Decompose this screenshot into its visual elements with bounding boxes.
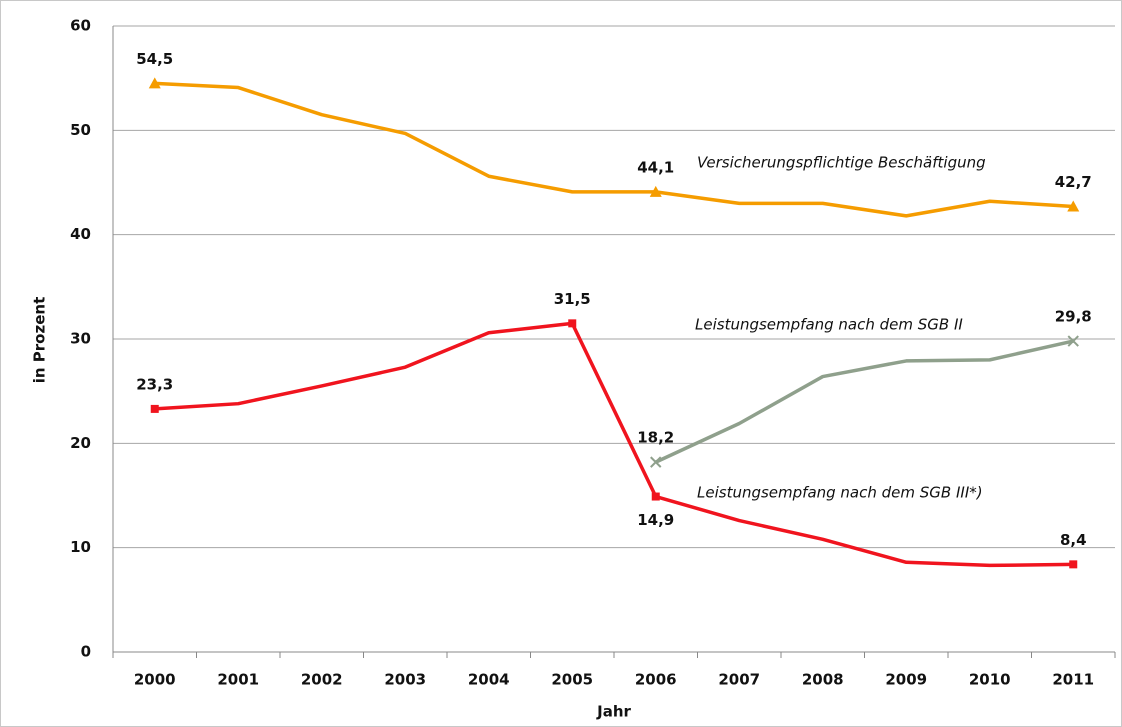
- marker: [1067, 200, 1080, 212]
- y-tick-label: 50: [70, 121, 91, 139]
- x-tick-label: 2005: [551, 671, 593, 689]
- x-tick-label: 2001: [217, 671, 259, 689]
- data-label: 31,5: [554, 290, 591, 308]
- data-label: 8,4: [1060, 531, 1087, 549]
- marker: [651, 492, 660, 501]
- data-label: 29,8: [1055, 308, 1092, 326]
- y-tick-label: 60: [70, 17, 91, 35]
- marker: [1069, 560, 1078, 569]
- x-tick-label: 2011: [1052, 671, 1094, 689]
- series-label: Leistungsempfang nach dem SGB III*): [697, 484, 983, 502]
- marker: [649, 185, 662, 197]
- y-tick-label: 10: [70, 538, 91, 556]
- y-axis-title: in Prozent: [31, 297, 49, 384]
- x-tick-label: 2003: [384, 671, 426, 689]
- marker: [1067, 335, 1079, 347]
- y-tick-label: 30: [70, 330, 91, 348]
- x-axis-title: Jahr: [596, 703, 631, 721]
- x-tick-label: 2006: [635, 671, 677, 689]
- marker: [148, 77, 161, 89]
- data-label: 23,3: [136, 375, 173, 393]
- y-tick-label: 20: [70, 434, 91, 452]
- marker: [650, 456, 662, 468]
- series-label: Versicherungspflichtige Beschäftigung: [697, 154, 986, 172]
- marker: [568, 319, 577, 328]
- data-label: 54,5: [136, 50, 173, 68]
- series-label: Leistungsempfang nach dem SGB II: [695, 316, 963, 334]
- x-tick-label: 2010: [969, 671, 1011, 689]
- marker: [150, 404, 159, 413]
- y-tick-label: 40: [70, 225, 91, 243]
- x-tick-label: 2004: [468, 671, 510, 689]
- series-line: [655, 339, 1074, 464]
- x-tick-label: 2008: [802, 671, 844, 689]
- x-tick-label: 2009: [885, 671, 927, 689]
- data-label: 18,2: [637, 429, 674, 447]
- series-line: [154, 321, 1074, 568]
- data-label: 42,7: [1055, 173, 1092, 191]
- data-label: 14,9: [637, 511, 674, 529]
- data-label: 44,1: [637, 158, 674, 176]
- series-line: [154, 81, 1074, 218]
- x-tick-label: 2000: [134, 671, 176, 689]
- x-tick-label: 2002: [301, 671, 343, 689]
- y-tick-label: 0: [81, 643, 91, 661]
- x-tick-label: 2007: [718, 671, 760, 689]
